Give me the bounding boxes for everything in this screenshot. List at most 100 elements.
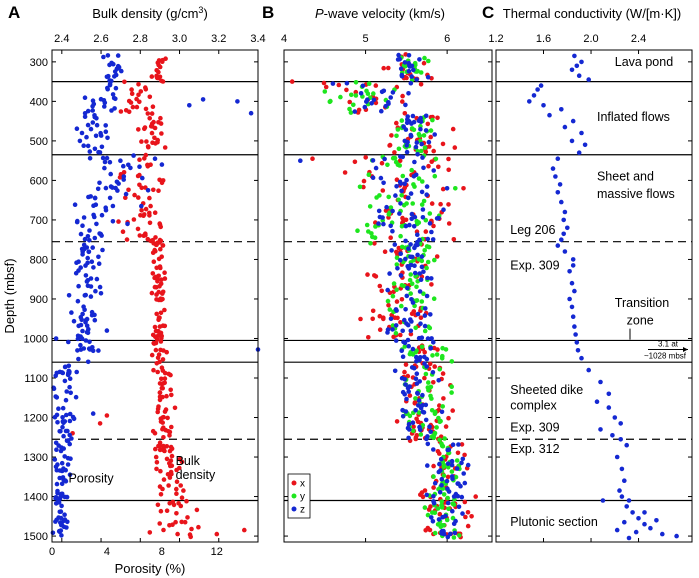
panel-annotation: Bulk [176,454,201,468]
data-point [336,82,342,88]
legend-swatch [291,480,297,486]
data-point [60,415,65,420]
data-point [405,195,411,201]
data-point [159,277,164,283]
data-point [424,244,430,249]
data-point [154,292,159,297]
data-point [456,504,462,510]
data-point [160,420,165,425]
data-point [398,257,403,263]
data-point [421,291,426,297]
data-point [573,332,578,337]
data-point [57,509,63,515]
data-point [75,348,80,353]
data-point [187,103,192,108]
data-point [78,314,84,320]
data-point [418,321,423,327]
data-point [426,163,431,169]
data-point [373,274,379,279]
data-point [114,179,120,185]
data-point [175,531,180,537]
data-point [156,328,161,334]
data-point [104,413,110,418]
data-point [440,353,445,359]
data-point [330,81,336,86]
data-point [123,108,129,113]
data-point [415,419,421,425]
data-point [392,155,398,161]
data-point [423,371,429,377]
data-point [427,424,432,430]
data-point [57,529,62,535]
top-tick-label: 2.0 [583,33,598,45]
data-point [67,441,72,447]
data-point [431,500,437,506]
panel-a: A Bulk density (g/cm3) Porosity (%) Dept… [2,3,266,576]
data-point [427,144,432,149]
data-point [570,263,576,268]
data-point [105,85,110,91]
data-point [159,365,165,371]
data-point [81,215,87,220]
data-point [136,92,141,98]
data-point [398,320,403,325]
data-point [328,98,333,104]
data-point [187,532,193,537]
data-point [454,466,460,471]
data-point [365,272,370,277]
data-point [67,411,73,417]
data-point [61,524,67,530]
data-point [82,293,88,298]
data-point [406,53,412,58]
data-point [445,534,451,540]
data-point [648,525,653,531]
data-point [137,99,142,105]
data-point [356,107,362,113]
data-point [147,530,153,535]
data-point [152,210,158,215]
data-point [104,328,110,333]
data-point [100,155,106,161]
data-point [110,203,116,209]
data-point [384,204,389,210]
data-point [408,331,414,337]
data-point [405,373,411,379]
data-point [398,273,404,278]
data-point [569,67,575,73]
data-point [419,141,425,147]
data-point [422,488,428,493]
data-point [422,505,428,510]
data-point [164,508,170,513]
data-point [392,368,398,374]
data-point [102,165,107,171]
data-point [68,390,73,396]
data-point [120,229,126,234]
data-point [429,229,434,235]
data-point [111,61,116,67]
data-point [435,506,441,511]
data-point [388,223,394,229]
legend-swatch [291,506,297,512]
data-point [409,216,415,222]
data-point [50,530,56,536]
data-point [408,317,413,322]
data-point [83,338,89,343]
data-point [162,376,168,381]
data-point [386,212,392,217]
data-point [349,92,354,98]
data-point [97,421,103,426]
data-point [124,237,130,242]
data-point [80,252,85,257]
data-point [415,391,421,396]
data-point [433,156,439,162]
data-point [235,99,240,104]
data-point [99,144,105,150]
data-point [81,242,87,248]
data-point [164,393,169,399]
data-point [600,498,606,503]
data-point [408,262,414,268]
data-point [394,133,399,139]
data-point [446,202,451,207]
data-point [103,207,109,213]
bottom-tick-label: 12 [211,546,223,558]
